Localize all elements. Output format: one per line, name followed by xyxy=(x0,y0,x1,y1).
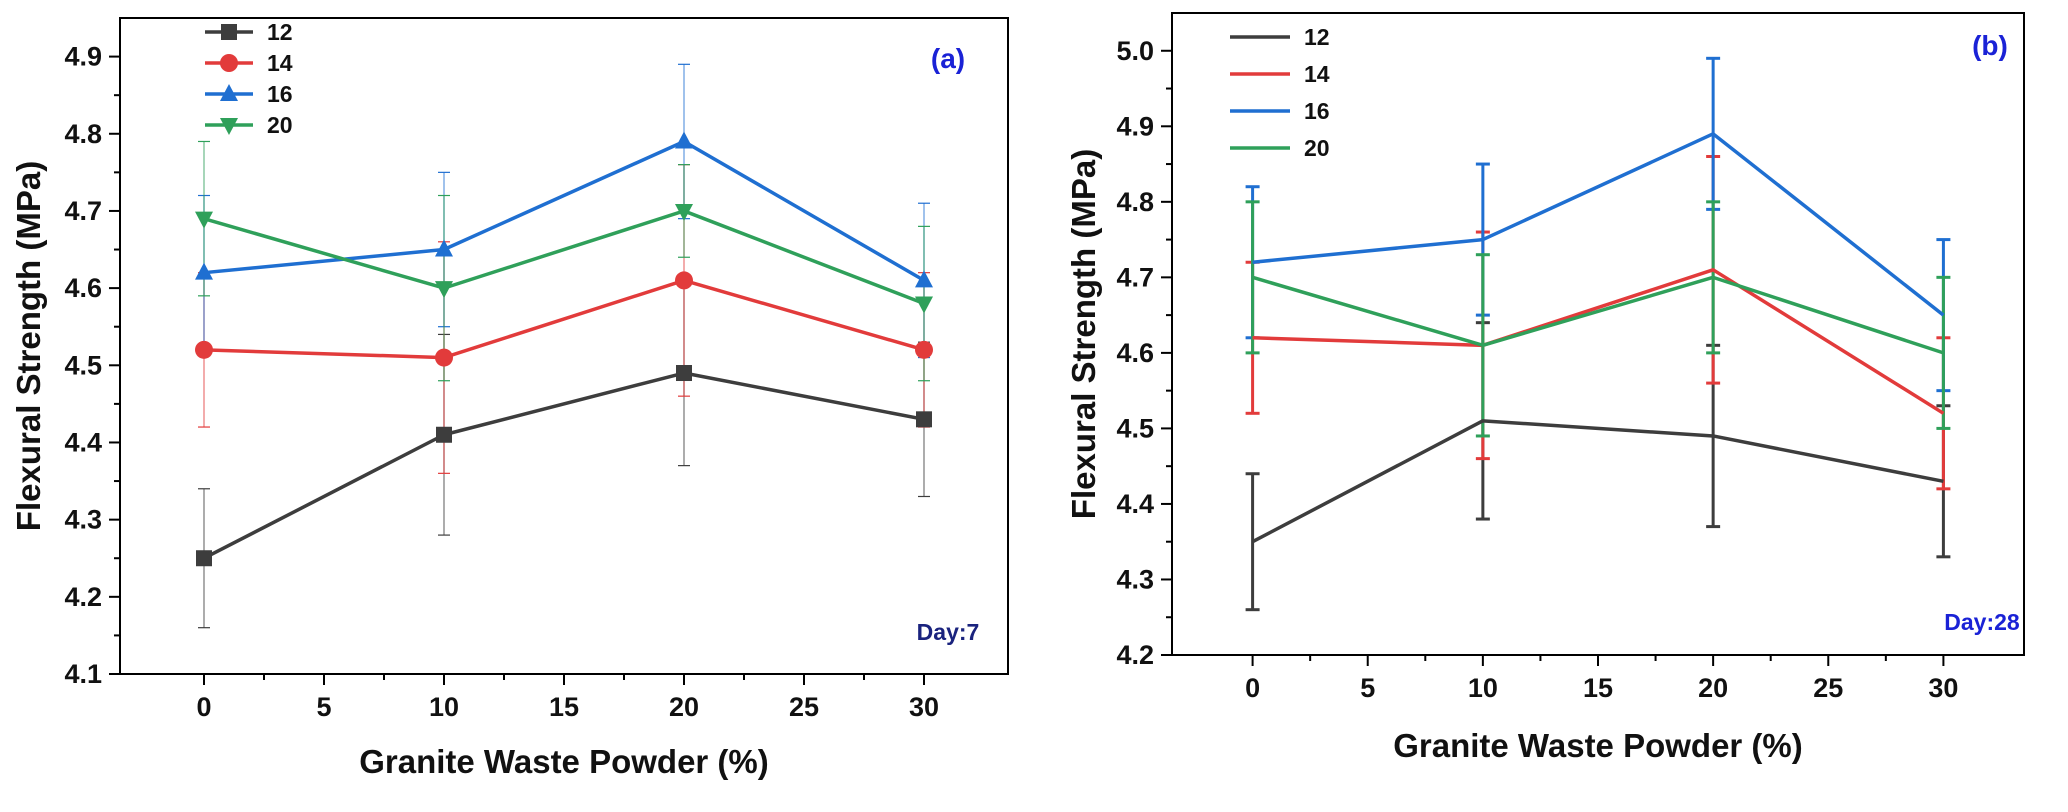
chart-a-point-14 xyxy=(675,271,693,290)
chart-a-series-line-14 xyxy=(203,278,925,360)
chart-a-series-line-12 xyxy=(203,371,925,560)
chart-a-point-12 xyxy=(676,365,692,382)
chart-b-legend-label-16: 16 xyxy=(1304,98,1330,124)
chart-b-panel-label: (b) xyxy=(1972,30,2008,61)
chart-a-y-tick-label: 4.7 xyxy=(64,196,102,226)
chart-b-legend-label-12: 12 xyxy=(1304,24,1330,50)
chart-b-legend-label-14: 14 xyxy=(1304,61,1330,87)
chart-a-point-20 xyxy=(195,211,213,229)
chart-b-series-line-16 xyxy=(1252,132,1945,317)
chart-a-legend: 12 14 16 20 xyxy=(205,19,293,138)
chart-a-y-tick-label: 4.2 xyxy=(64,582,102,612)
chart-a-legend-label-20: 20 xyxy=(267,112,293,138)
chart-a-point-16 xyxy=(435,239,453,257)
chart-b-y-tick-label: 4.8 xyxy=(1116,187,1154,217)
chart-b-legend-label-20: 20 xyxy=(1304,135,1330,161)
chart-a: 0 5 10 15 20 25 30 4.1 4.2 4.3 4.4 4.5 4.6 4.7 4.8 4.9… xyxy=(10,17,1009,780)
chart-b-y-tick-label: 4.3 xyxy=(1116,564,1154,594)
chart-a-point-16 xyxy=(915,270,933,288)
chart-b-frame xyxy=(1171,12,2025,656)
chart-b-y-ticks: 4.2 4.3 4.4 4.5 4.6 4.7 4.8 4.9 5.0 xyxy=(1116,36,1172,670)
chart-b-y-axis-title: Flexural Strength (MPa) xyxy=(1065,149,1102,519)
chart-a-y-tick-label: 4.6 xyxy=(64,273,102,303)
chart-a-x-tick-label: 30 xyxy=(909,692,939,722)
chart-a-point-14 xyxy=(195,340,213,359)
chart-b-lines xyxy=(1251,132,1945,544)
chart-a-x-ticks: 0 5 10 15 20 25 30 xyxy=(196,674,939,722)
chart-b-x-ticks: 0 5 10 15 20 25 30 xyxy=(1245,655,1958,703)
chart-b-legend: 12 14 16 20 xyxy=(1230,24,1330,161)
chart-b-y-tick-label: 4.4 xyxy=(1116,489,1154,519)
chart-b-y-tick-label: 4.6 xyxy=(1116,338,1154,368)
chart-a-point-12 xyxy=(436,426,452,443)
chart-b-day-label: Day:28 xyxy=(1944,609,2020,635)
chart-a-point-16 xyxy=(195,262,213,280)
chart-b: 0 5 10 15 20 25 30 4.2 4.3 4.4 4.5 4.6 4.7 4.8 4.9 5.0… xyxy=(1065,12,2025,764)
chart-b-x-tick-label: 5 xyxy=(1360,673,1375,703)
chart-b-y-tick-label: 4.5 xyxy=(1116,413,1154,443)
chart-b-y-tick-label: 5.0 xyxy=(1116,36,1154,66)
chart-a-frame xyxy=(119,17,1009,675)
chart-b-x-tick-label: 30 xyxy=(1928,673,1958,703)
chart-a-point-20 xyxy=(435,281,453,299)
chart-a-x-tick-label: 0 xyxy=(196,692,211,722)
chart-a-legend-marker-12 xyxy=(221,24,237,40)
chart-a-day-label: Day:7 xyxy=(917,619,980,645)
chart-a-x-tick-label: 25 xyxy=(789,692,819,722)
chart-a-errorbars xyxy=(198,63,930,629)
chart-a-x-tick-label: 10 xyxy=(429,692,459,722)
chart-b-x-tick-label: 15 xyxy=(1583,673,1613,703)
chart-a-legend-marker-16 xyxy=(220,84,238,101)
chart-b-x-tick-label: 0 xyxy=(1245,673,1260,703)
chart-a-y-tick-label: 4.4 xyxy=(64,427,102,457)
chart-a-point-14 xyxy=(915,340,933,359)
chart-a-point-12 xyxy=(916,411,932,428)
chart-a-point-12 xyxy=(196,550,212,567)
chart-a-point-16 xyxy=(675,131,693,149)
chart-a-panel-label: (a) xyxy=(931,43,965,74)
chart-a-point-14 xyxy=(435,348,453,367)
chart-b-series-line-12 xyxy=(1251,419,1944,544)
chart-b-y-tick-label: 4.9 xyxy=(1116,111,1154,141)
chart-b-x-tick-label: 25 xyxy=(1813,673,1843,703)
chart-a-y-axis-title: Flexural Strength (MPa) xyxy=(10,161,47,531)
chart-a-y-tick-label: 4.8 xyxy=(64,119,102,149)
chart-a-y-tick-label: 4.1 xyxy=(64,659,102,689)
chart-a-point-20 xyxy=(915,296,933,314)
chart-a-legend-label-12: 12 xyxy=(267,19,293,45)
chart-a-x-axis-title: Granite Waste Powder (%) xyxy=(359,743,769,780)
chart-a-x-tick-label: 5 xyxy=(316,692,331,722)
chart-b-x-tick-label: 20 xyxy=(1698,673,1728,703)
chart-a-point-20 xyxy=(675,203,693,221)
chart-b-series-line-20 xyxy=(1252,275,1944,355)
chart-b-x-tick-label: 10 xyxy=(1468,673,1498,703)
chart-b-y-tick-label: 4.2 xyxy=(1116,640,1154,670)
chart-a-legend-label-16: 16 xyxy=(267,81,293,107)
chart-b-series-line-14 xyxy=(1252,268,1945,415)
chart-a-lines xyxy=(203,139,925,560)
chart-a-markers xyxy=(195,131,933,567)
chart-a-x-tick-label: 20 xyxy=(669,692,699,722)
chart-a-series-line-20 xyxy=(203,209,925,306)
chart-a-series-line-16 xyxy=(203,139,925,282)
chart-b-x-axis-title: Granite Waste Powder (%) xyxy=(1393,727,1803,764)
chart-a-y-tick-label: 4.3 xyxy=(64,505,102,535)
chart-b-y-tick-label: 4.7 xyxy=(1116,262,1154,292)
chart-a-legend-marker-14 xyxy=(220,54,238,72)
chart-a-x-tick-label: 15 xyxy=(549,692,579,722)
chart-b-errorbars xyxy=(1245,56,1951,612)
chart-a-y-tick-label: 4.5 xyxy=(64,350,102,380)
chart-a-legend-label-14: 14 xyxy=(267,50,293,76)
chart-a-y-ticks: 4.1 4.2 4.3 4.4 4.5 4.6 4.7 4.8 4.9 xyxy=(64,42,120,689)
chart-a-legend-marker-20 xyxy=(220,118,238,135)
chart-a-y-tick-label: 4.9 xyxy=(64,42,102,72)
